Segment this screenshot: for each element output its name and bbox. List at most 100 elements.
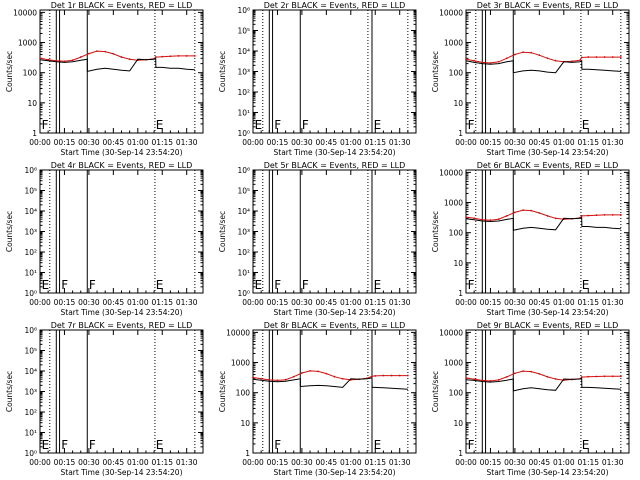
series-point-lld xyxy=(514,372,516,375)
y-tick-label: 10000 xyxy=(439,168,463,177)
x-tick-label: 01:15 xyxy=(151,458,173,467)
x-tick-label: 00:45 xyxy=(103,298,125,307)
series-point-lld xyxy=(514,211,516,214)
flag-label: E xyxy=(374,118,382,132)
y-tick-label: 10¹ xyxy=(237,269,250,278)
series-point-lld xyxy=(465,58,467,61)
x-tick-label: 00:00 xyxy=(455,138,477,147)
flag-label: F xyxy=(274,278,281,292)
series-point-lld xyxy=(538,54,541,57)
flag-label: E xyxy=(582,438,590,452)
x-tick-label: 01:30 xyxy=(389,298,411,307)
x-tick-label: 00:30 xyxy=(504,298,526,307)
y-tick-label: 10⁰ xyxy=(237,129,250,138)
x-tick-label: 01:00 xyxy=(340,458,362,467)
series-point-lld xyxy=(603,56,606,58)
x-tick-label: 01:00 xyxy=(553,458,575,467)
panel-det-5: 00:00 00:15 00:30 00:45 01:00 01:15 01:30 10⁰ 10… xyxy=(218,161,417,317)
x-tick-label: 00:00 xyxy=(29,298,51,307)
series-point-lld xyxy=(473,378,476,381)
series-point-lld xyxy=(341,377,344,380)
series-point-lld xyxy=(554,378,557,380)
x-tick-label: 00:30 xyxy=(78,138,100,147)
flag-label: F xyxy=(61,438,68,452)
x-tick-label: 01:15 xyxy=(577,298,599,307)
y-tick-label: 10² xyxy=(237,88,250,97)
x-tick-label: 00:00 xyxy=(29,458,51,467)
x-axis-label: Start Time (30-Sep-14 23:54:20) xyxy=(274,308,396,317)
y-tick-label: 10² xyxy=(237,248,250,257)
flag-label: E xyxy=(156,438,164,452)
y-tick-label: 1000 xyxy=(18,39,37,48)
x-tick-label: 01:00 xyxy=(127,138,149,147)
panel-det-4: 00:00 00:15 00:30 00:45 01:00 01:15 01:30 10⁰ 10… xyxy=(5,161,204,317)
y-tick-label: 10 xyxy=(453,259,463,268)
series-point-lld xyxy=(473,59,476,62)
series-point-lld xyxy=(55,59,58,62)
series-point-lld xyxy=(580,56,583,59)
y-tick-label: 100 xyxy=(449,229,464,238)
y-tick-label: 10000 xyxy=(439,8,463,17)
series-point-lld xyxy=(554,59,557,62)
x-tick-label: 00:45 xyxy=(316,458,338,467)
series-point-lld xyxy=(481,218,484,221)
x-tick-label: 00:45 xyxy=(316,138,338,147)
panel-det-3: 00:00 00:15 00:30 00:45 01:00 01:15 01:30 1 10 10… xyxy=(431,1,630,157)
series-point-lld xyxy=(611,375,614,378)
series-point-lld xyxy=(619,375,622,378)
y-tick-label: 10³ xyxy=(237,68,250,77)
y-axis-label: Counts/sec xyxy=(431,211,440,252)
y-tick-label: 10⁴ xyxy=(237,47,250,56)
series-point-lld xyxy=(603,213,606,216)
x-tick-label: 01:30 xyxy=(602,138,624,147)
series-point-lld xyxy=(371,375,373,378)
x-tick-label: 00:00 xyxy=(242,298,264,307)
series-point-lld xyxy=(473,217,476,220)
series-point-lld xyxy=(63,60,66,63)
x-tick-label: 01:15 xyxy=(364,138,386,147)
y-tick-label: 10⁵ xyxy=(237,27,250,36)
x-tick-label: 01:00 xyxy=(340,298,362,307)
series-point-lld xyxy=(317,370,320,373)
flag-label: E xyxy=(255,118,263,132)
series-point-lld xyxy=(546,215,549,217)
series-point-lld xyxy=(177,55,180,57)
series-point-lld xyxy=(595,56,598,58)
x-tick-label: 00:15 xyxy=(54,458,76,467)
panel-title: Det 9r BLACK = Events, RED = LLD xyxy=(477,321,619,330)
x-axis-label: Start Time (30-Sep-14 23:54:20) xyxy=(274,148,396,157)
flag-label: E xyxy=(582,278,590,292)
x-tick-label: 00:30 xyxy=(504,138,526,147)
y-tick-label: 10000 xyxy=(13,8,37,17)
series-point-lld xyxy=(530,209,533,212)
series-point-lld xyxy=(406,374,409,377)
series-point-lld xyxy=(619,56,622,58)
series-point-lld xyxy=(611,56,614,58)
x-tick-label: 01:30 xyxy=(176,458,198,467)
x-tick-label: 01:00 xyxy=(340,138,362,147)
series-point-lld xyxy=(292,375,295,378)
panel-det-1: 00:00 00:15 00:30 00:45 01:00 01:15 01:30 1 10 10… xyxy=(5,1,204,157)
x-axis-label: Start Time (30-Sep-14 23:54:20) xyxy=(274,468,396,477)
series-point-lld xyxy=(580,215,583,217)
x-tick-label: 01:30 xyxy=(389,458,411,467)
series-point-lld xyxy=(579,59,581,62)
flag-label: E xyxy=(255,278,263,292)
series-point-lld xyxy=(260,377,263,380)
flag-label: E xyxy=(156,118,164,132)
series-point-lld xyxy=(530,51,533,54)
series-point-lld xyxy=(587,214,590,217)
y-tick-label: 1000 xyxy=(231,359,250,368)
x-tick-label: 01:30 xyxy=(602,458,624,467)
x-tick-label: 00:30 xyxy=(291,298,313,307)
series-point-lld xyxy=(497,60,500,63)
series-point-lld xyxy=(154,56,157,58)
y-tick-label: 10³ xyxy=(24,228,37,237)
series-point-lld xyxy=(587,56,590,58)
x-tick-label: 01:15 xyxy=(577,458,599,467)
series-point-lld xyxy=(128,58,131,61)
series-point-lld xyxy=(522,209,524,212)
series-point-lld xyxy=(104,50,107,53)
series-point-lld xyxy=(333,375,336,378)
x-tick-label: 00:00 xyxy=(242,138,264,147)
